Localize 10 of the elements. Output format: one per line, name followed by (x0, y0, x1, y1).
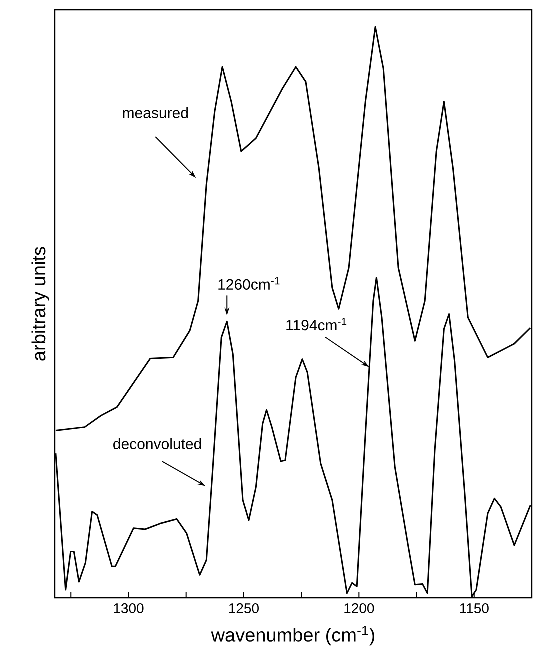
series-label: measured (123, 107, 188, 118)
annotation: 1194cm$^{-1}$ (286, 318, 347, 331)
x-tick-label: 1200 (344, 604, 374, 614)
x-tick-label: 1250 (229, 604, 259, 614)
y-axis-title: arbitrary units (32, 247, 50, 361)
x-axis-title: wavenumber (cm$^{-1}$) (211, 626, 374, 646)
series-label: deconvoluted (114, 438, 202, 450)
x-tick-label: 1150 (460, 604, 489, 614)
x-tick-label: 1300 (114, 604, 144, 614)
annotation: 1260cm$^{-1}$ (218, 277, 280, 290)
